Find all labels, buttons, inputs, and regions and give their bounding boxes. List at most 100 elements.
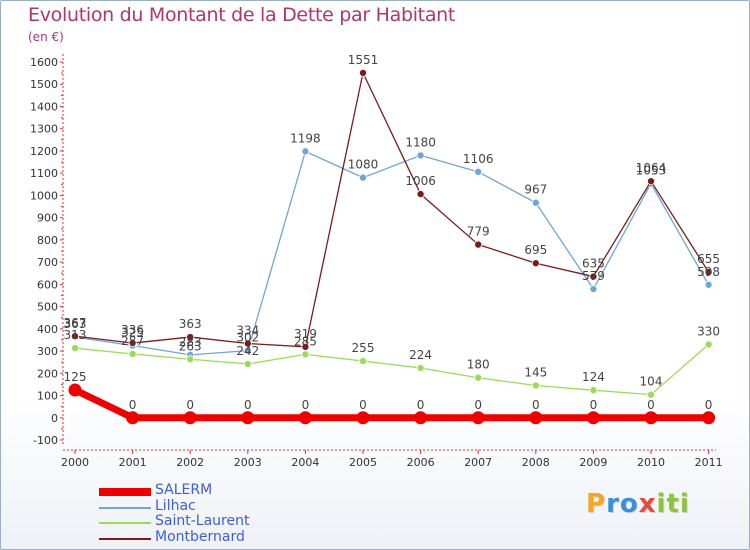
y-tick-label: 600 — [37, 278, 58, 291]
data-label-lilhac: 1180 — [405, 135, 436, 149]
y-tick-label: 1100 — [30, 167, 58, 180]
data-label-saint-laurent: 330 — [697, 324, 720, 338]
data-label-montbernard: 1551 — [348, 53, 379, 67]
data-label-salerm: 0 — [647, 398, 655, 412]
data-label-salerm: 0 — [417, 398, 425, 412]
data-label-saint-laurent: 313 — [64, 328, 87, 342]
data-label-saint-laurent: 287 — [121, 334, 144, 348]
data-point-saint-laurent — [301, 350, 310, 359]
data-label-montbernard: 319 — [294, 327, 317, 341]
data-point-salerm — [702, 411, 716, 425]
data-label-salerm: 0 — [129, 398, 137, 412]
data-point-saint-laurent — [358, 357, 367, 366]
y-tick-label: 1400 — [30, 100, 58, 113]
chart-subtitle: (en €) — [28, 30, 64, 44]
data-point-saint-laurent — [704, 340, 713, 349]
x-tick-label: 2000 — [61, 456, 89, 469]
data-point-salerm — [471, 411, 485, 425]
chart-title: Evolution du Montant de la Dette par Hab… — [28, 4, 456, 26]
x-tick-label: 2002 — [176, 456, 204, 469]
series-line-montbernard — [74, 72, 710, 348]
y-tick-label: 100 — [37, 390, 58, 403]
data-label-saint-laurent: 124 — [582, 370, 605, 384]
data-label-montbernard: 655 — [697, 252, 720, 266]
x-tick-label: 2010 — [637, 456, 665, 469]
data-label-lilhac: 967 — [524, 183, 547, 197]
data-point-salerm — [298, 411, 312, 425]
y-tick-label: 0 — [51, 412, 58, 425]
y-tick-label: 300 — [37, 345, 58, 358]
data-point-lilhac — [416, 151, 425, 160]
legend-label-saint-laurent: Saint-Laurent — [155, 513, 250, 529]
data-point-montbernard — [416, 190, 425, 199]
data-label-lilhac: 598 — [697, 265, 720, 279]
data-label-montbernard: 1006 — [405, 174, 436, 188]
x-tick-label: 2001 — [119, 456, 147, 469]
data-label-lilhac: 579 — [582, 269, 605, 283]
x-tick-label: 2011 — [695, 456, 723, 469]
y-tick-label: 1300 — [30, 123, 58, 136]
data-label-salerm: 0 — [244, 398, 252, 412]
data-label-salerm: 0 — [186, 398, 194, 412]
y-tick-label: 1500 — [30, 78, 58, 91]
series-line-lilhac — [74, 150, 710, 356]
data-point-salerm — [68, 383, 82, 397]
data-point-lilhac — [474, 167, 483, 176]
data-point-lilhac — [704, 280, 713, 289]
data-point-saint-laurent — [416, 363, 425, 372]
data-point-montbernard — [474, 240, 483, 249]
data-label-montbernard: 1064 — [636, 161, 667, 175]
data-label-salerm: 0 — [590, 398, 598, 412]
data-label-saint-laurent: 263 — [179, 339, 202, 353]
data-point-saint-laurent — [243, 359, 252, 368]
y-tick-label: 1200 — [30, 145, 58, 158]
data-label-salerm: 0 — [302, 398, 310, 412]
data-label-lilhac: 1053 — [636, 164, 667, 178]
data-point-salerm — [183, 411, 197, 425]
data-point-saint-laurent — [186, 355, 195, 364]
data-label-montbernard: 695 — [524, 243, 547, 257]
data-label-saint-laurent: 285 — [294, 334, 317, 348]
data-point-saint-laurent — [589, 386, 598, 395]
data-label-salerm: 125 — [64, 370, 87, 384]
y-tick-label: -100 — [33, 434, 58, 447]
y-tick-label: 800 — [37, 234, 58, 247]
data-label-salerm: 0 — [474, 398, 482, 412]
data-label-montbernard: 635 — [582, 257, 605, 271]
data-point-montbernard — [71, 332, 80, 341]
data-point-montbernard — [186, 333, 195, 342]
data-point-montbernard — [589, 272, 598, 281]
data-label-salerm: 0 — [705, 398, 713, 412]
x-tick-label: 2005 — [349, 456, 377, 469]
data-label-lilhac: 1080 — [348, 158, 379, 172]
data-label-salerm: 0 — [359, 398, 367, 412]
data-label-lilhac: 283 — [179, 335, 202, 349]
data-label-montbernard: 779 — [467, 225, 490, 239]
data-label-montbernard: 336 — [121, 323, 144, 337]
data-point-montbernard — [243, 339, 252, 348]
data-point-montbernard — [301, 342, 310, 351]
data-label-saint-laurent: 224 — [409, 348, 432, 362]
data-label-lilhac: 325 — [121, 326, 144, 340]
legend-swatch-montbernard — [99, 537, 151, 540]
y-tick-label: 1600 — [30, 56, 58, 69]
data-point-montbernard — [647, 177, 656, 186]
data-point-saint-laurent — [128, 349, 137, 358]
legend-swatch-saint-laurent — [99, 522, 151, 524]
data-point-montbernard — [128, 339, 137, 348]
data-point-lilhac — [301, 147, 310, 156]
legend-swatch-salerm — [99, 488, 151, 496]
legend-label-salerm: SALERM — [155, 482, 213, 498]
legend-label-montbernard: Montbernard — [155, 528, 245, 545]
data-point-salerm — [356, 411, 370, 425]
x-tick-label: 2003 — [234, 456, 262, 469]
data-point-saint-laurent — [647, 390, 656, 399]
data-point-lilhac — [531, 198, 540, 207]
data-label-saint-laurent: 242 — [236, 344, 259, 358]
data-label-lilhac: 1106 — [463, 152, 494, 166]
data-label-montbernard: 367 — [64, 316, 87, 330]
data-point-saint-laurent — [531, 381, 540, 390]
data-point-montbernard — [531, 259, 540, 268]
